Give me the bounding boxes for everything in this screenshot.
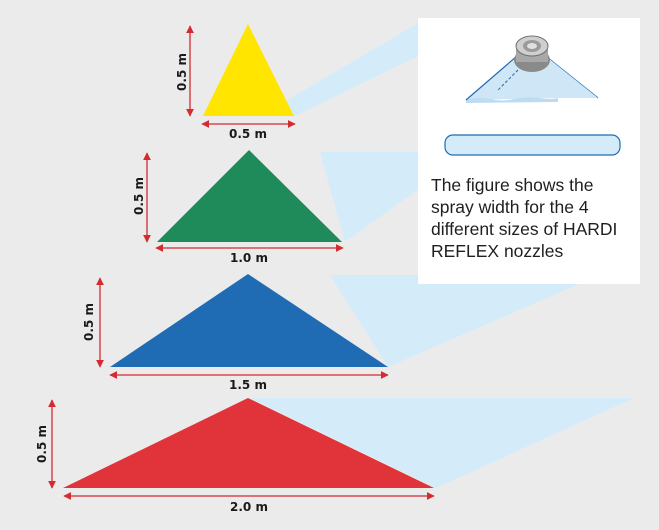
width-label-red: 2.0 m <box>230 500 268 514</box>
width-label-blue: 1.5 m <box>229 378 267 392</box>
spray-pattern-icon <box>444 134 621 156</box>
height-label-yellow: 0.5 m <box>175 53 189 91</box>
nozzle-icon <box>514 35 550 72</box>
spray-triangle-red <box>63 398 434 488</box>
spray-triangle-blue <box>110 274 388 367</box>
height-label-green: 0.5 m <box>132 177 146 215</box>
spray-beam-red <box>250 398 634 488</box>
width-label-green: 1.0 m <box>230 251 268 265</box>
spray-triangle-green <box>157 150 342 242</box>
height-label-red: 0.5 m <box>35 425 49 463</box>
nozzle-diagram <box>444 35 621 156</box>
info-panel <box>418 18 640 284</box>
width-label-yellow: 0.5 m <box>229 127 267 141</box>
figure-caption: The figure shows the spray width for the… <box>431 175 618 261</box>
height-label-blue: 0.5 m <box>82 303 96 341</box>
spray-beam-blue <box>330 275 600 367</box>
spray-triangle-yellow <box>203 24 294 116</box>
